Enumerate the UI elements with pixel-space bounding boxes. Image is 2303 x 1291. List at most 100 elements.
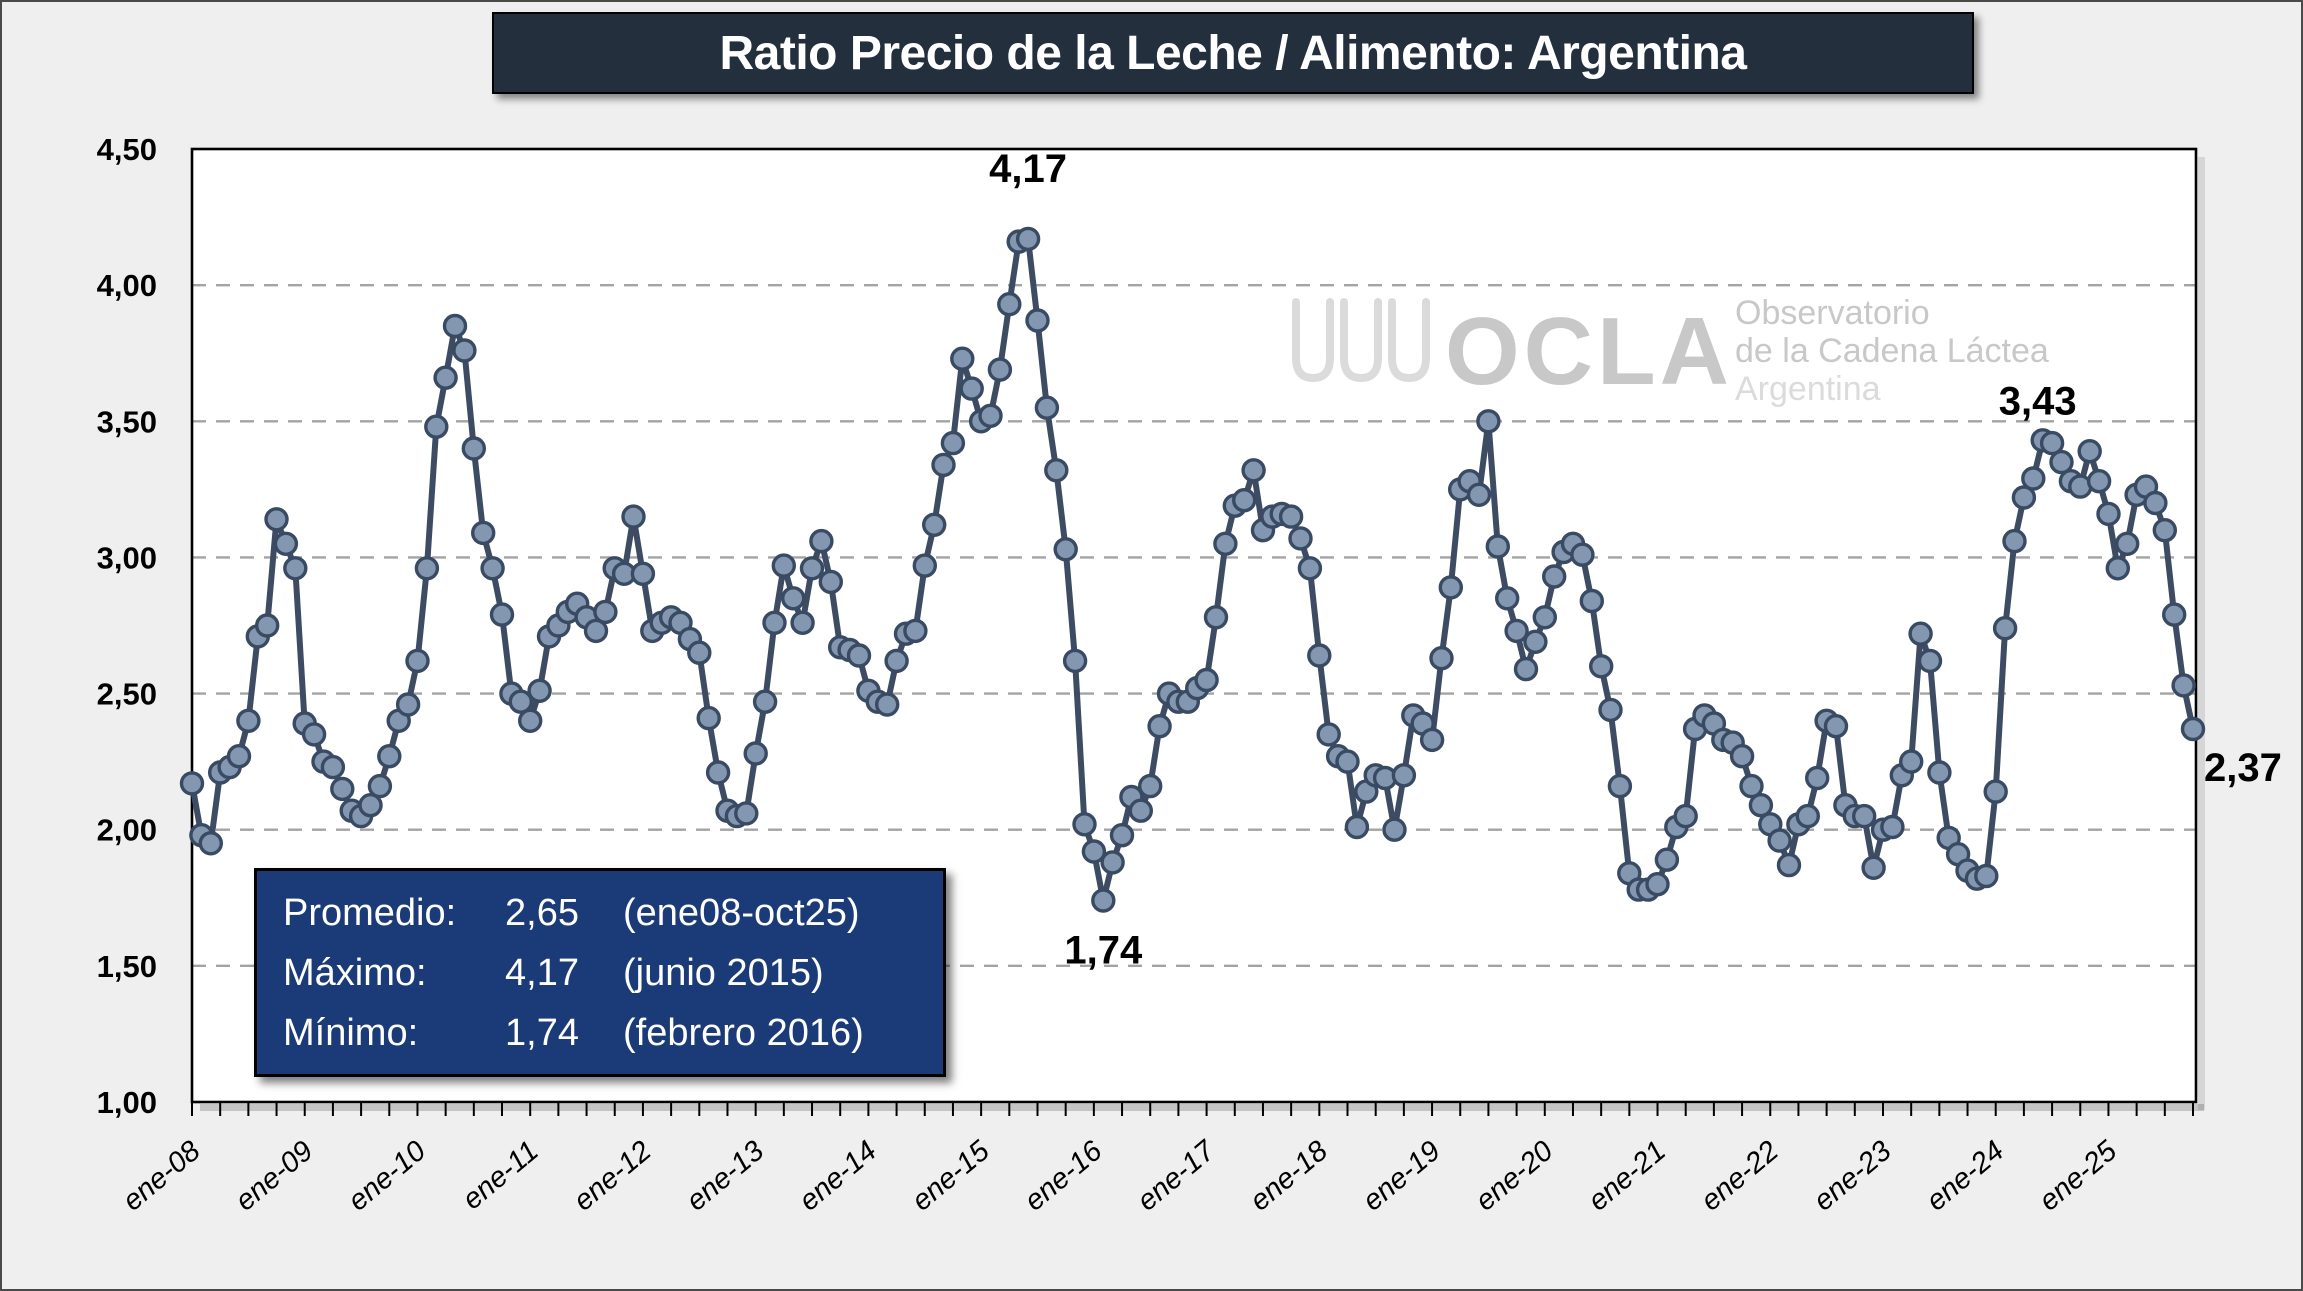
data-point-marker <box>583 618 609 644</box>
data-point-marker <box>1429 646 1454 671</box>
data-point-marker <box>1476 409 1501 434</box>
data-point-marker <box>1128 798 1154 823</box>
data-point-marker <box>743 741 768 766</box>
data-point-marker <box>1382 817 1407 842</box>
data-point-marker <box>1513 656 1539 682</box>
data-point-marker <box>1908 621 1933 646</box>
data-point-marker <box>255 613 280 638</box>
data-point-marker <box>762 610 787 635</box>
data-point-marker <box>799 556 825 581</box>
data-point-marker <box>2143 490 2168 516</box>
data-point-marker <box>705 760 731 785</box>
data-point-marker <box>1053 537 1078 562</box>
y-axis-tick-label: 4,50 <box>97 132 157 167</box>
data-point-marker <box>2152 518 2178 543</box>
data-point-marker <box>264 507 289 532</box>
data-point-marker <box>179 771 205 796</box>
data-point-marker <box>630 561 656 586</box>
stats-row-promedio: Promedio: 2,65 (ene08-oct25) <box>283 883 933 943</box>
data-point-marker <box>452 338 477 363</box>
data-point-marker <box>1804 765 1830 791</box>
y-axis-tick-label: 1,50 <box>97 949 157 984</box>
stats-row-minimo: Mínimo: 1,74 (febrero 2016) <box>283 1003 933 1063</box>
data-point-value-label: 4,17 <box>989 147 1067 191</box>
data-point-marker <box>696 705 721 731</box>
data-point-marker <box>2096 501 2121 527</box>
x-axis-year-label: ene-18 <box>1244 1135 1334 1218</box>
data-point-marker <box>912 553 937 578</box>
data-point-marker <box>1485 534 1511 559</box>
data-point-marker <box>1983 779 2008 804</box>
data-point-marker <box>1316 722 1341 747</box>
data-point-marker <box>752 689 778 714</box>
data-point-marker <box>903 618 928 644</box>
data-point-marker <box>734 801 759 826</box>
data-point-marker <box>987 357 1013 382</box>
data-point-marker <box>781 586 806 611</box>
data-point-marker <box>1917 648 1943 674</box>
ocla-subtitle-text: Observatorio <box>1735 294 1930 332</box>
data-point-marker <box>442 313 468 339</box>
data-point-marker <box>2021 466 2046 491</box>
stat-value: 1,74 <box>505 1011 579 1054</box>
data-point-marker <box>236 708 261 733</box>
x-axis-year-label: ene-20 <box>1470 1135 1560 1218</box>
data-point-marker <box>1598 697 1623 723</box>
data-point-marker <box>1091 888 1116 913</box>
data-point-marker <box>593 599 618 625</box>
data-point-marker <box>1241 458 1266 483</box>
data-point-marker <box>1880 814 1905 840</box>
data-point-marker <box>1438 575 1464 600</box>
data-point-marker <box>846 643 872 668</box>
stats-annotation-box: Promedio: 2,65 (ene08-oct25) Máximo: 4,1… <box>254 868 946 1077</box>
data-point-marker <box>2086 469 2112 494</box>
data-point-marker <box>687 640 712 665</box>
data-point-marker <box>922 512 947 537</box>
data-point-marker <box>330 776 355 802</box>
data-point-marker <box>471 520 496 546</box>
data-point-marker <box>2161 602 2187 627</box>
ocla-brand-text: OCLA <box>1445 298 1733 405</box>
data-point-marker <box>1851 803 1877 829</box>
data-point-marker <box>1147 714 1172 739</box>
data-point-marker <box>1795 803 1821 829</box>
plot-frame <box>190 147 2198 1104</box>
data-point-marker <box>1588 654 1614 679</box>
data-point-marker <box>940 430 966 456</box>
y-axis-tick-label: 2,00 <box>97 813 157 848</box>
x-axis-year-label: ene-24 <box>1920 1135 2010 1218</box>
stat-label: Máximo: <box>283 951 427 994</box>
data-point-value-label: 1,74 <box>1064 929 1143 973</box>
data-point-marker <box>997 292 1022 317</box>
data-point-marker <box>1466 482 1492 507</box>
data-point-marker <box>1213 531 1238 556</box>
data-point-marker <box>1015 226 1041 252</box>
x-axis-year-label: ene-21 <box>1582 1135 1672 1218</box>
data-point-marker <box>1419 727 1445 753</box>
stat-value: 4,17 <box>505 951 579 994</box>
data-point-marker <box>2049 449 2074 475</box>
data-point-marker <box>414 556 440 581</box>
data-point-marker <box>433 365 458 390</box>
data-point-marker <box>884 648 909 674</box>
stats-row-maximo: Máximo: 4,17 (junio 2015) <box>283 943 933 1003</box>
data-point-marker <box>1767 828 1792 853</box>
stat-note: (ene08-oct25) <box>623 891 860 934</box>
data-point-marker <box>1927 760 1952 785</box>
data-point-marker <box>480 556 505 581</box>
data-point-marker <box>1974 863 1999 889</box>
y-axis-tick-label: 4,00 <box>97 268 157 303</box>
data-point-marker <box>931 452 956 478</box>
data-point-marker <box>1570 542 1595 567</box>
data-point-marker <box>1072 812 1097 837</box>
data-point-marker <box>1062 648 1088 674</box>
x-axis-year-label: ene-25 <box>2033 1134 2123 1217</box>
data-point-marker <box>395 692 421 717</box>
data-point-marker <box>1231 488 1257 513</box>
data-point-marker <box>2077 439 2102 464</box>
data-point-marker <box>2171 673 2196 698</box>
data-point-marker <box>367 773 393 799</box>
data-point-marker <box>2002 528 2027 554</box>
data-point-marker <box>2105 556 2131 581</box>
